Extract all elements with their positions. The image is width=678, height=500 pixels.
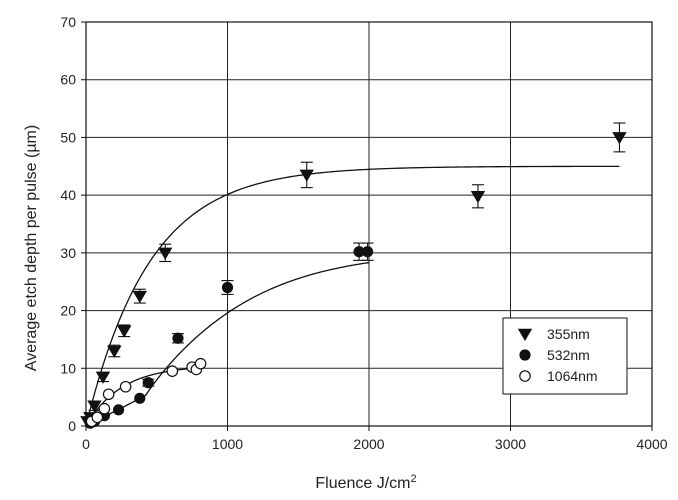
x-tick-label: 0 xyxy=(82,436,90,452)
data-point-355nm xyxy=(612,132,627,145)
data-point-532nm xyxy=(221,281,234,294)
data-point-355nm xyxy=(117,325,132,338)
data-point-355nm xyxy=(132,290,147,304)
y-tick-label: 20 xyxy=(60,303,76,319)
y-tick-label: 50 xyxy=(60,129,76,145)
data-point-355nm xyxy=(158,247,173,260)
x-tick-label: 3000 xyxy=(495,436,526,452)
fit-curve-532nm xyxy=(85,261,370,427)
data-point-1064nm xyxy=(98,402,111,415)
x-axis-ticks: 0 1000 2000 3000 4000 xyxy=(82,426,668,452)
x-axis-title: Fluence J/cm2 xyxy=(315,473,416,492)
data-point-532nm xyxy=(142,377,154,389)
data-point-1064nm xyxy=(91,411,104,424)
y-axis-ticks: 0 10 20 30 40 50 60 70 xyxy=(60,14,86,434)
legend-item-532nm: 532nm xyxy=(519,347,590,363)
legend-label-532nm: 532nm xyxy=(547,347,590,363)
data-point-532nm xyxy=(361,246,374,258)
x-tick-label: 1000 xyxy=(212,436,243,452)
data-marks xyxy=(80,122,627,429)
data-point-355nm xyxy=(107,345,122,358)
data-point-1064nm xyxy=(102,388,115,401)
data-point-1064nm xyxy=(119,380,132,393)
legend: 355nm 532nm 1064nm xyxy=(502,317,628,395)
data-point-532nm xyxy=(134,392,146,404)
data-point-355nm xyxy=(470,191,486,204)
data-point-355nm xyxy=(299,169,314,182)
x-tick-label: 2000 xyxy=(353,436,384,452)
data-point-532nm xyxy=(172,332,184,344)
legend-marker-1064nm xyxy=(519,370,531,382)
legend-label-355nm: 355nm xyxy=(547,326,590,342)
data-point-1064nm xyxy=(166,365,179,377)
y-tick-label: 0 xyxy=(68,418,76,434)
y-tick-label: 60 xyxy=(60,72,76,88)
legend-item-1064nm: 1064nm xyxy=(519,368,598,384)
fit-curve-1064nm xyxy=(85,367,201,427)
x-axis-title-superscript: 2 xyxy=(411,473,417,485)
data-point-355nm xyxy=(95,371,111,384)
y-tick-label: 30 xyxy=(60,245,76,261)
data-point-355nm xyxy=(87,400,102,413)
legend-marker-355nm xyxy=(517,328,533,341)
y-axis-title: Average etch depth per pulse (µm) xyxy=(23,125,40,371)
x-tick-label: 4000 xyxy=(636,436,667,452)
data-point-532nm xyxy=(112,404,125,416)
y-tick-label: 40 xyxy=(60,187,76,203)
x-axis-title-text: Fluence J/cm xyxy=(315,475,410,492)
y-tick-label: 10 xyxy=(60,360,76,376)
series-1064nm xyxy=(85,357,207,428)
fit-curve-355nm xyxy=(85,165,620,427)
legend-marker-532nm xyxy=(519,349,531,361)
fit-curves xyxy=(85,165,620,427)
legend-item-355nm: 355nm xyxy=(517,326,590,342)
y-tick-label: 70 xyxy=(60,14,76,30)
data-point-1064nm xyxy=(194,357,207,370)
legend-label-1064nm: 1064nm xyxy=(547,368,598,384)
